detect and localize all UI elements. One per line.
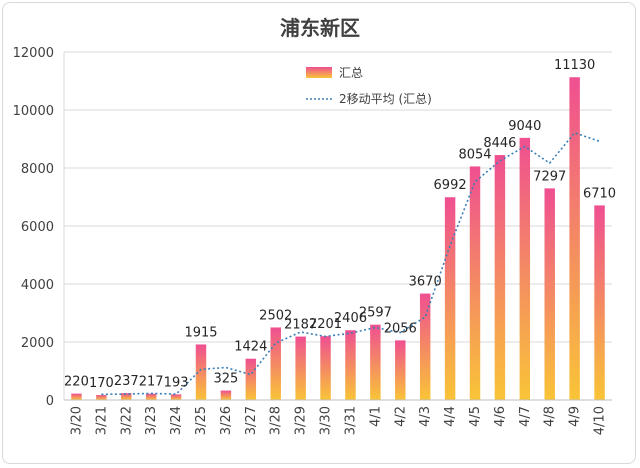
bar <box>419 293 431 400</box>
data-label: 2056 <box>384 321 417 336</box>
bar <box>270 327 281 400</box>
y-tick-label: 6000 <box>21 220 54 235</box>
y-tick-label: 12000 <box>13 46 54 61</box>
x-tick-label: 4/1 <box>368 406 383 427</box>
data-label: 6710 <box>583 186 616 201</box>
bar <box>444 197 456 400</box>
chart-title: 浦东新区 <box>280 16 360 40</box>
x-tick-label: 3/25 <box>194 406 209 435</box>
y-tick-label: 0 <box>46 394 54 409</box>
x-tick-label: 3/22 <box>119 406 134 435</box>
data-label: 11130 <box>554 58 595 73</box>
x-tick-label: 4/9 <box>568 406 583 427</box>
x-tick-label: 3/24 <box>169 406 184 435</box>
chart-frame <box>2 2 636 464</box>
data-label: 2201 <box>309 317 342 332</box>
x-tick-label: 4/2 <box>393 406 408 427</box>
x-tick-label: 3/30 <box>319 406 334 435</box>
x-tick-label: 4/3 <box>418 406 433 427</box>
x-tick-label: 4/8 <box>543 406 558 427</box>
bar <box>195 344 207 400</box>
y-tick-label: 4000 <box>21 278 54 293</box>
bar <box>469 166 481 400</box>
bar <box>145 393 157 400</box>
legend-swatch-bars <box>306 67 332 78</box>
data-label: 2597 <box>359 306 392 321</box>
bar <box>345 330 356 400</box>
data-label: 1915 <box>184 325 217 340</box>
legend-label-trend: 2移动平均 (汇总) <box>339 92 432 106</box>
data-labels: 220 170 237 217 193 1915 325 1424 25022187220124… <box>64 58 616 391</box>
data-label: 2406 <box>334 311 367 326</box>
x-tick-label: 3/23 <box>144 406 159 435</box>
y-tick-label: 8000 <box>21 162 54 177</box>
bar <box>320 336 331 400</box>
data-label: 2502 <box>259 308 292 323</box>
bar <box>395 340 406 400</box>
bar <box>170 394 182 400</box>
bar <box>544 188 555 400</box>
data-label: 8054 <box>458 147 491 162</box>
data-label: 2187 <box>284 318 317 333</box>
data-label: 8446 <box>483 136 516 151</box>
data-label: 6992 <box>434 178 467 193</box>
y-tick-label: 10000 <box>13 104 54 119</box>
bar <box>121 393 132 400</box>
data-label: 7297 <box>533 169 566 184</box>
data-label: 325 <box>213 372 238 387</box>
data-label: 170 <box>89 376 114 391</box>
moving-average-path <box>101 131 600 396</box>
data-label: 220 <box>64 375 89 390</box>
x-tick-label: 4/10 <box>593 406 608 435</box>
x-tick-label: 3/27 <box>244 406 259 435</box>
data-label: 193 <box>164 375 189 390</box>
data-label: 3670 <box>409 275 442 290</box>
bar <box>295 336 306 400</box>
x-tick-label: 3/29 <box>294 406 309 435</box>
legend: 汇总 2移动平均 (汇总) <box>306 66 432 106</box>
bar <box>370 324 381 400</box>
x-tick-label: 3/20 <box>69 406 84 435</box>
bar <box>594 205 605 400</box>
bar <box>569 77 580 400</box>
bar <box>519 137 531 400</box>
bar <box>494 155 506 400</box>
x-tick-label: 4/4 <box>443 406 458 427</box>
data-label: 9040 <box>508 119 541 134</box>
bar <box>96 395 107 400</box>
x-tick-label: 4/5 <box>468 406 483 427</box>
x-tick-label: 3/26 <box>219 406 234 435</box>
y-axis: 0 2000 4000 6000 8000 10000 12000 <box>13 46 65 409</box>
y-tick-label: 2000 <box>21 336 54 351</box>
data-label: 1424 <box>234 340 267 355</box>
x-axis: 3/20 3/21 3/22 3/23 3/24 3/25 3/26 3/27 3/28 3/29… <box>64 399 612 435</box>
x-tick-label: 3/21 <box>94 406 109 435</box>
x-tick-label: 4/6 <box>493 406 508 427</box>
bar <box>245 358 257 400</box>
x-tick-label: 3/28 <box>269 406 284 435</box>
bar <box>220 390 232 400</box>
legend-label-bars: 汇总 <box>339 66 363 80</box>
x-tick-label: 4/7 <box>518 406 533 427</box>
bars <box>71 77 605 400</box>
moving-average-line <box>101 131 600 396</box>
bar <box>71 393 82 400</box>
x-tick-label: 3/31 <box>343 406 358 435</box>
data-label: 217 <box>139 375 164 390</box>
data-label: 237 <box>114 374 139 389</box>
